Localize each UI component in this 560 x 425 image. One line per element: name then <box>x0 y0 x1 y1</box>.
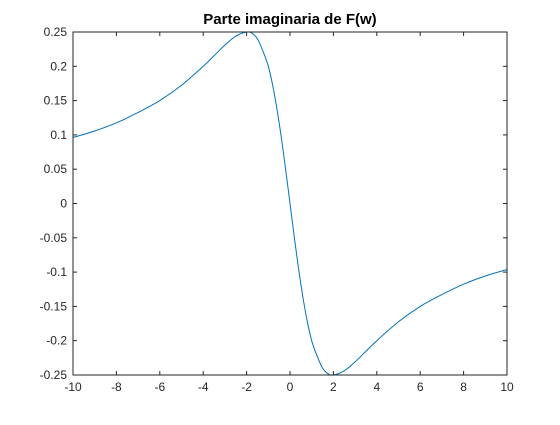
y-tick-label: 0.1 <box>50 128 67 142</box>
y-tick-label: 0.05 <box>44 162 68 176</box>
y-tick-label: -0.15 <box>40 299 68 313</box>
axes-box <box>72 31 508 376</box>
x-tick-label: -8 <box>111 380 122 394</box>
y-tick-label: 0.2 <box>50 59 67 73</box>
x-tick-label: 2 <box>330 380 337 394</box>
series-line-0 <box>72 31 508 376</box>
x-tick-label: -10 <box>64 380 82 394</box>
x-tick-label: 0 <box>287 380 294 394</box>
y-tick-label: 0 <box>60 197 67 211</box>
x-tick-label: -4 <box>198 380 209 394</box>
x-tick-label: 6 <box>417 380 424 394</box>
y-tick-label: -0.05 <box>40 231 68 245</box>
y-tick-label: 0.25 <box>44 25 68 39</box>
y-tick-label: 0.15 <box>44 94 68 108</box>
series-layer <box>72 31 508 376</box>
y-tick-label: -0.25 <box>40 368 68 382</box>
x-tick-label: 4 <box>373 380 380 394</box>
x-tick-label: -2 <box>241 380 252 394</box>
y-tick-label: -0.1 <box>46 265 67 279</box>
ticks-layer: -10 -8 -6 -4 -2 0 2 4 6 8 10 -0.25 -0.2 -0.15 -0.1 -0.0… <box>40 25 514 394</box>
x-tick-label: -6 <box>154 380 165 394</box>
chart-title: Parte imaginaria de F(w) <box>203 11 376 28</box>
x-tick-label: 8 <box>460 380 467 394</box>
x-tick-label: 10 <box>500 380 514 394</box>
y-tick-label: -0.2 <box>46 334 67 348</box>
